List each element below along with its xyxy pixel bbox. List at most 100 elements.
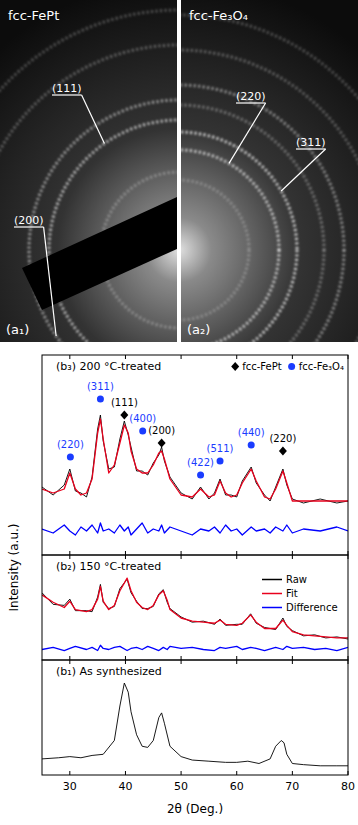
ring-label: (111) [52,82,82,95]
ring-pointer [296,148,326,149]
x-tick [236,551,237,555]
phase-label: fcc-Fe₃O₄ [189,8,248,23]
plot-frame [42,660,348,775]
x-tick [236,355,237,359]
y-axis-title: Intensity (a.u.) [7,524,21,612]
x-tick [69,656,70,660]
peak-label: (111) [111,397,138,408]
x-tick [181,771,182,775]
peak-marker [279,447,287,456]
peak-marker [158,439,166,448]
x-tick [125,355,126,359]
x-tick [181,656,182,660]
legend-label: Raw [286,574,307,585]
x-tick-label: 60 [230,780,244,793]
x-tick [125,551,126,555]
image-background [0,0,177,342]
peak-label: (311) [87,381,114,392]
series-line [42,578,348,638]
x-tick [236,771,237,775]
peak-marker [248,442,255,449]
peak-marker [97,396,104,403]
ring-pointer [82,95,105,144]
legend-label: Difference [286,602,338,613]
ring-label: (311) [296,136,326,149]
x-tick-label: 80 [341,780,355,793]
diffraction-ring [0,10,177,342]
diffraction-ring [181,132,297,342]
x-tick [348,656,349,660]
legend-swatch [262,607,282,609]
ring-pointer [52,94,82,95]
series-line [42,645,348,650]
x-tick-label: 40 [118,780,132,793]
x-tick-label: 50 [174,780,188,793]
plot-frame [42,355,348,555]
plot-frame [42,555,348,660]
x-tick-label: 70 [285,780,299,793]
diffraction-ring [181,150,279,342]
diffraction-image [181,0,358,342]
ring-pointer [281,149,325,191]
legend-marker [231,362,239,371]
legend-swatch [262,593,282,595]
panel-label: (a₂) [187,322,210,337]
ring-pointer [14,226,44,227]
legend-label: fcc-Fe₃O₄ [299,361,344,372]
series-line [42,579,348,639]
x-tick [181,555,182,559]
x-tick [236,660,237,664]
diffraction-image [0,0,177,342]
x-tick [292,551,293,555]
x-axis-title: 2θ (Deg.) [167,802,223,816]
x-tick [125,555,126,559]
ring-pointer [44,227,57,336]
series-line [42,415,348,503]
x-tick [292,555,293,559]
peak-label: (200) [148,425,175,436]
diffraction-ring [181,15,358,342]
x-tick [69,551,70,555]
x-tick [181,355,182,359]
series-line [42,523,348,535]
legend-label: fcc-FePt [242,361,282,372]
peak-marker [120,411,128,420]
peak-marker [139,428,146,435]
figure: fcc-FePt(a₁)(111)(200)fcc-Fe₃O₄(a₂)(220)… [0,0,358,825]
plot-area [42,683,348,766]
peak-marker [217,458,224,465]
ring-pointer [229,103,266,163]
legend-marker [288,363,295,370]
x-tick [348,660,349,664]
x-tick [348,555,349,559]
legend-swatch [262,579,282,581]
x-tick [125,771,126,775]
legend-label: Fit [286,588,298,599]
plot-area [42,396,348,536]
peak-label: (400) [129,413,156,424]
ring-label: (200) [14,214,44,227]
x-tick [292,771,293,775]
x-tick [69,660,70,664]
x-tick [69,355,70,359]
x-tick [348,355,349,359]
x-tick [125,656,126,660]
diffraction-ring [181,50,358,342]
x-tick [125,660,126,664]
peak-label: (220) [269,433,296,444]
peak-label: (511) [207,443,234,454]
panel-title: (b₂) 150 °C-treated [56,560,161,573]
x-tick [69,771,70,775]
x-tick [181,660,182,664]
ring-pointer [236,102,266,103]
x-tick [236,555,237,559]
plot-area [42,578,348,650]
x-tick [292,656,293,660]
peak-label: (220) [57,439,84,450]
x-tick [236,656,237,660]
x-tick [348,551,349,555]
x-tick-label: 30 [63,780,77,793]
panel-title: (b₁) As synthesized [56,665,162,678]
panel-title: (b₃) 200 °C-treated [56,360,161,373]
x-tick [292,660,293,664]
